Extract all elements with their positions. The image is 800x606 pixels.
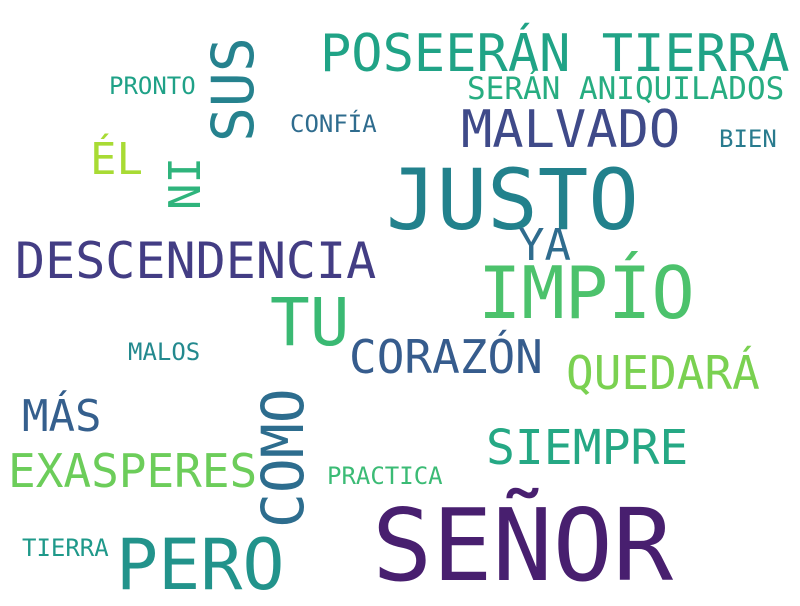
word-exasperes: EXASPERES	[8, 444, 258, 498]
word-seran-aniquilados: SERÁN ANIQUILADOS	[467, 71, 785, 107]
word-ya: YA	[518, 220, 571, 271]
word-impio: IMPÍO	[478, 251, 695, 335]
word-practica: PRACTICA	[327, 462, 443, 490]
word-como: COMO	[249, 388, 317, 528]
word-confia: CONFÍA	[290, 110, 377, 138]
word-poseeran-tierra: POSEERÁN TIERRA	[320, 24, 790, 84]
word-pero: PERO	[116, 524, 285, 606]
word-malvado: MALVADO	[461, 100, 681, 160]
word-el: ÉL	[90, 134, 143, 185]
word-pronto: PRONTO	[109, 72, 196, 100]
word-justo: JUSTO	[386, 151, 639, 249]
word-quedara: QUEDARÁ	[566, 346, 760, 400]
word-ni: NI	[160, 157, 211, 210]
word-senor: SEÑOR	[372, 487, 674, 604]
word-tierra: TIERRA	[22, 534, 109, 562]
word-bien: BIEN	[719, 125, 777, 153]
word-malos: MALOS	[128, 338, 201, 366]
word-siempre: SIEMPRE	[486, 420, 689, 476]
word-corazon: CORAZÓN	[349, 330, 543, 384]
word-tu: TU	[270, 284, 350, 361]
word-descendencia: DESCENDENCIA	[15, 232, 377, 290]
word-sus: SUS	[199, 37, 267, 142]
word-mas: MÁS	[22, 391, 102, 442]
